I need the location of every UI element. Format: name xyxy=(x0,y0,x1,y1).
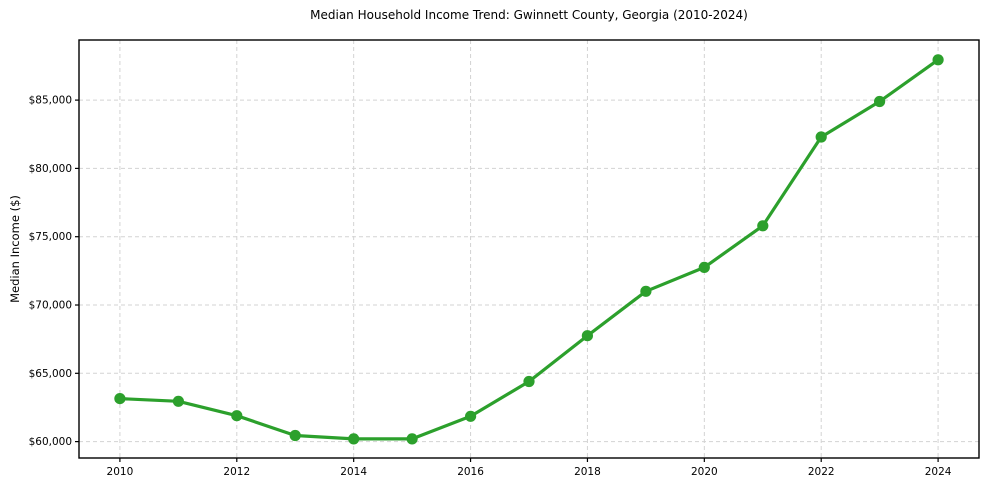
data-point xyxy=(172,395,184,407)
x-tick-label: 2012 xyxy=(223,466,250,478)
y-tick-label: $70,000 xyxy=(29,300,72,312)
plot-frame xyxy=(78,39,980,459)
y-tick-label: $65,000 xyxy=(29,368,72,380)
data-point xyxy=(932,54,944,66)
y-tick-label: $75,000 xyxy=(29,231,72,243)
data-point xyxy=(640,285,652,297)
x-tick-label: 2014 xyxy=(340,466,367,478)
data-point xyxy=(698,261,710,273)
x-tick-label: 2020 xyxy=(691,466,718,478)
chart-title: Median Household Income Trend: Gwinnett … xyxy=(310,8,748,22)
data-point xyxy=(815,131,827,143)
x-tick-label: 2022 xyxy=(808,466,835,478)
x-tick-label: 2010 xyxy=(107,466,134,478)
data-point xyxy=(757,220,769,232)
x-tick-label: 2016 xyxy=(457,466,484,478)
x-tick-label: 2018 xyxy=(574,466,601,478)
y-tick-label: $80,000 xyxy=(29,163,72,175)
data-point xyxy=(874,95,886,108)
data-point xyxy=(231,410,243,422)
data-point xyxy=(581,330,594,342)
data-point xyxy=(406,433,418,445)
y-tick-label: $60,000 xyxy=(29,436,72,448)
data-point xyxy=(465,410,477,422)
data-point xyxy=(523,375,535,388)
data-point xyxy=(114,393,126,405)
data-point xyxy=(348,433,360,445)
data-point xyxy=(289,429,301,442)
x-tick-label: 2024 xyxy=(925,466,952,478)
y-tick-label: $85,000 xyxy=(29,95,72,107)
